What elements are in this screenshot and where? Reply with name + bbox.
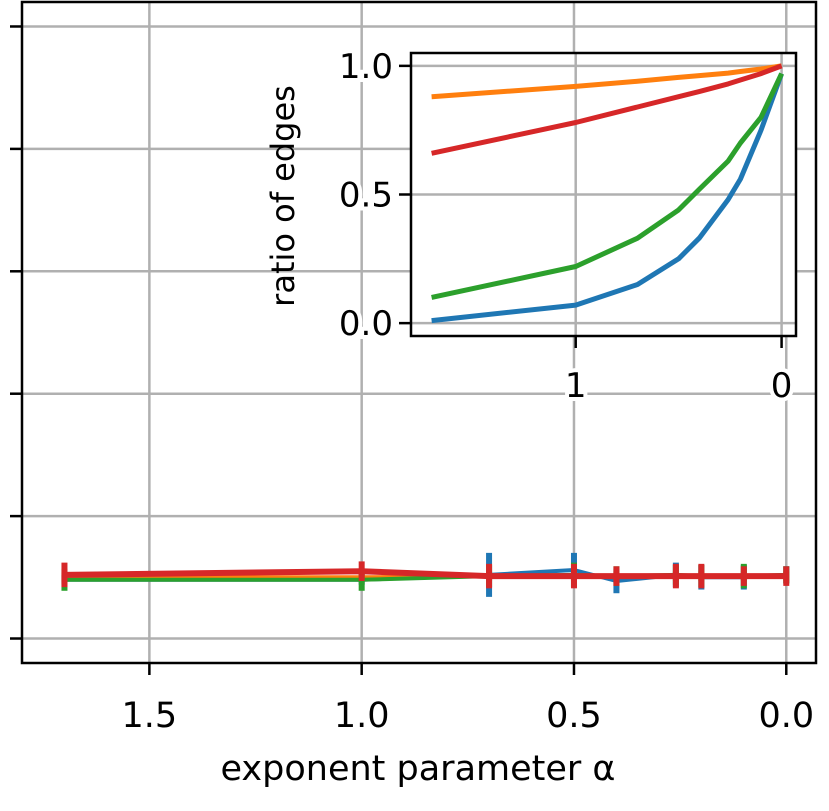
main-series (61, 552, 790, 597)
inset-y-tick-label: 0.0 (339, 304, 393, 344)
main-x-tick-label: 1.0 (334, 696, 390, 736)
inset-y-tick-label: 0.5 (339, 176, 393, 216)
main-ticks: 1.5 1.0 0.5 0.0 (10, 25, 814, 736)
main-x-axis-label: exponent parameter α (221, 749, 616, 789)
inset-grid (411, 53, 796, 336)
inset-series-line-0 (431, 72, 784, 324)
main-plot-frame (20, 0, 818, 665)
inset-x-tick-label: 1 (565, 366, 587, 406)
inset-plot: 1 0 0.0 0.5 1.0 ratio of edges (264, 43, 798, 410)
main-x-tick-label: 1.5 (122, 696, 178, 736)
inset-series-line-1 (431, 63, 782, 100)
main-series-line (64, 568, 787, 580)
inset-x-tick-label: 0 (771, 366, 793, 406)
main-series-3 (61, 561, 790, 589)
inset-ticks: 1 0 0.0 0.5 1.0 (335, 43, 796, 410)
inset-y-axis-label: ratio of edges (264, 85, 302, 307)
inset-series-line-2 (431, 72, 784, 300)
main-x-tick-label: 0.0 (758, 696, 814, 736)
inset-y-tick-label: 1.0 (339, 47, 393, 87)
inset-series (431, 63, 784, 324)
inset-series-line-3 (431, 63, 783, 156)
main-x-tick-label: 0.5 (546, 696, 602, 736)
